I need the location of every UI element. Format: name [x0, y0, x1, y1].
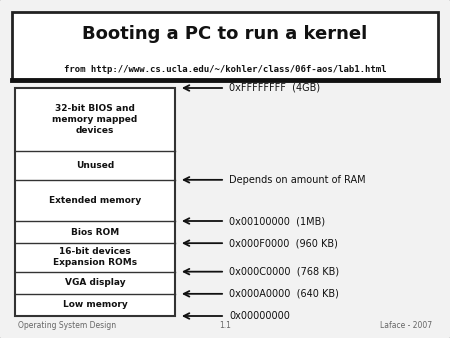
Text: 32-bit BIOS and
memory mapped
devices: 32-bit BIOS and memory mapped devices — [52, 104, 138, 135]
Text: Laface - 2007: Laface - 2007 — [380, 321, 432, 330]
Text: Bios ROM: Bios ROM — [71, 227, 119, 237]
Text: 0x00000000: 0x00000000 — [229, 311, 290, 321]
Text: 0x000A0000  (640 KB): 0x000A0000 (640 KB) — [229, 289, 339, 299]
Text: 0x000F0000  (960 KB): 0x000F0000 (960 KB) — [229, 238, 338, 248]
Text: VGA display: VGA display — [65, 278, 125, 287]
Text: Unused: Unused — [76, 161, 114, 170]
Text: Depends on amount of RAM: Depends on amount of RAM — [229, 175, 365, 185]
Text: 0x00100000  (1MB): 0x00100000 (1MB) — [229, 216, 325, 226]
Text: 0x000C0000  (768 KB): 0x000C0000 (768 KB) — [229, 267, 339, 277]
Text: Low memory: Low memory — [63, 300, 127, 309]
Text: Operating System Design: Operating System Design — [18, 321, 116, 330]
Bar — [12, 12, 438, 80]
Text: from http://www.cs.ucla.edu/~/kohler/class/06f-aos/lab1.html: from http://www.cs.ucla.edu/~/kohler/cla… — [64, 66, 386, 74]
Text: 16-bit devices
Expansion ROMs: 16-bit devices Expansion ROMs — [53, 247, 137, 267]
Text: Extended memory: Extended memory — [49, 196, 141, 205]
Text: 0xFFFFFFFF  (4GB): 0xFFFFFFFF (4GB) — [229, 83, 320, 93]
Text: Booting a PC to run a kernel: Booting a PC to run a kernel — [82, 25, 368, 43]
Bar — [15, 88, 175, 316]
Text: 1.1: 1.1 — [219, 321, 231, 330]
